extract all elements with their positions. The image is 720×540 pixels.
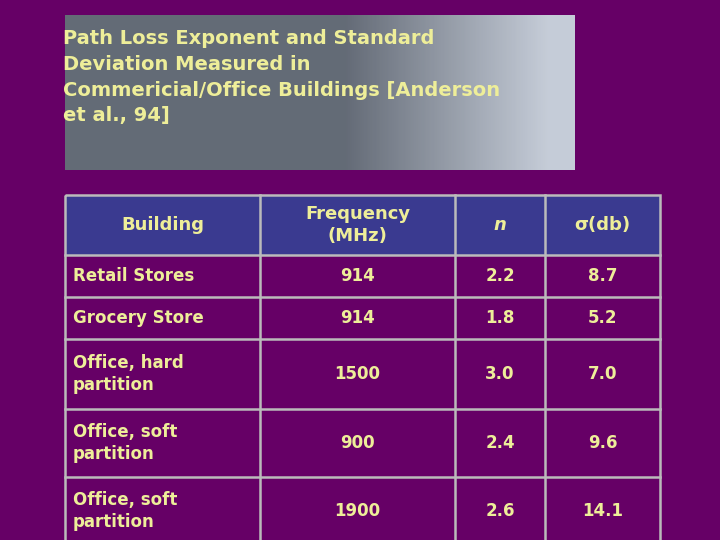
Text: Grocery Store: Grocery Store	[73, 309, 204, 327]
FancyBboxPatch shape	[65, 339, 660, 409]
Text: Path Loss Exponent and Standard
Deviation Measured in
Commericial/Office Buildin: Path Loss Exponent and Standard Deviatio…	[63, 29, 500, 125]
Text: 2.2: 2.2	[485, 267, 515, 285]
FancyBboxPatch shape	[65, 255, 660, 297]
Text: 3.0: 3.0	[485, 365, 515, 383]
Text: Building: Building	[121, 216, 204, 234]
Text: 2.4: 2.4	[485, 434, 515, 452]
Text: 8.7: 8.7	[588, 267, 617, 285]
Text: 914: 914	[340, 309, 375, 327]
Text: 9.6: 9.6	[588, 434, 617, 452]
Text: σ(db): σ(db)	[575, 216, 631, 234]
Text: 1900: 1900	[334, 502, 381, 520]
Text: 2.6: 2.6	[485, 502, 515, 520]
Text: Frequency
(MHz): Frequency (MHz)	[305, 205, 410, 245]
Text: Office, soft
partition: Office, soft partition	[73, 491, 177, 531]
Text: Office, hard
partition: Office, hard partition	[73, 354, 184, 394]
Text: 7.0: 7.0	[588, 365, 617, 383]
FancyBboxPatch shape	[65, 409, 660, 477]
Text: n: n	[494, 216, 506, 234]
Text: 1.8: 1.8	[485, 309, 515, 327]
FancyBboxPatch shape	[65, 15, 575, 170]
Text: 914: 914	[340, 267, 375, 285]
Text: Retail Stores: Retail Stores	[73, 267, 194, 285]
FancyBboxPatch shape	[65, 297, 660, 339]
Text: Office, soft
partition: Office, soft partition	[73, 423, 177, 463]
Text: 1500: 1500	[335, 365, 380, 383]
Text: 900: 900	[340, 434, 375, 452]
FancyBboxPatch shape	[65, 477, 660, 540]
Text: 14.1: 14.1	[582, 502, 623, 520]
Text: 5.2: 5.2	[588, 309, 617, 327]
FancyBboxPatch shape	[65, 195, 660, 255]
